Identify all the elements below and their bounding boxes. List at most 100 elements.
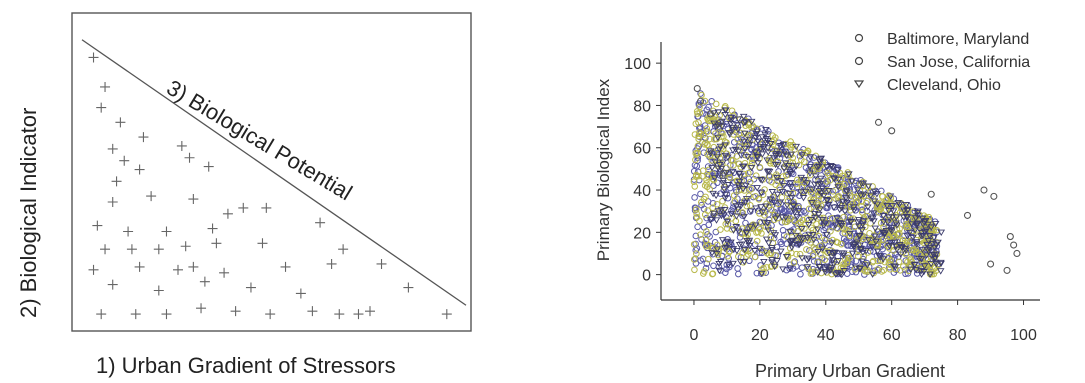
data-point xyxy=(703,106,711,114)
data-point xyxy=(850,186,858,193)
plus-marker xyxy=(111,176,122,187)
data-point xyxy=(923,241,931,249)
data-point xyxy=(919,221,927,228)
data-point xyxy=(768,189,777,196)
data-point xyxy=(715,267,724,275)
data-point xyxy=(879,219,888,226)
data-point xyxy=(786,179,795,187)
data-point xyxy=(718,160,726,168)
data-point xyxy=(768,245,776,252)
data-point xyxy=(821,269,830,276)
data-point xyxy=(758,125,765,132)
plus-marker xyxy=(115,117,126,128)
data-point xyxy=(917,229,926,237)
data-point xyxy=(760,269,767,276)
data-point xyxy=(785,228,794,236)
data-point xyxy=(779,141,788,149)
data-point xyxy=(803,264,812,271)
data-point xyxy=(920,263,929,270)
plus-marker xyxy=(96,309,107,320)
data-point xyxy=(734,208,742,216)
plus-marker xyxy=(365,306,375,317)
data-point xyxy=(907,257,914,264)
data-point xyxy=(798,152,807,159)
data-point xyxy=(810,257,818,265)
data-point xyxy=(694,113,702,120)
conceptual-plot-frame xyxy=(71,12,472,332)
data-point xyxy=(845,171,853,178)
data-point xyxy=(713,153,722,161)
plus-marker xyxy=(107,197,118,207)
x-tick-label: 100 xyxy=(1010,327,1037,344)
data-point xyxy=(1010,241,1018,249)
data-point xyxy=(871,225,880,232)
scatter-ticks: 0 20 40 60 80 100 0 20 40 60 80 100 xyxy=(624,56,1037,344)
data-point xyxy=(896,229,903,237)
data-point xyxy=(780,165,788,172)
data-point xyxy=(732,224,741,231)
data-point xyxy=(771,215,780,222)
data-point xyxy=(786,265,794,272)
data-point xyxy=(745,136,754,144)
data-point xyxy=(751,241,759,248)
data-point xyxy=(840,213,847,221)
data-point xyxy=(914,208,922,215)
data-point xyxy=(727,211,736,218)
data-point xyxy=(777,238,784,246)
data-point xyxy=(777,248,785,255)
data-point xyxy=(787,215,794,222)
legend-label: San Jose, California xyxy=(887,54,1030,71)
data-point xyxy=(696,217,703,225)
data-point xyxy=(850,241,859,248)
data-point xyxy=(696,129,703,136)
data-point xyxy=(855,223,863,230)
data-point xyxy=(706,135,713,143)
data-point xyxy=(884,219,892,226)
data-point xyxy=(739,212,746,219)
data-point xyxy=(690,256,698,263)
data-point xyxy=(748,155,756,163)
data-point xyxy=(764,149,773,156)
data-point xyxy=(691,194,698,201)
data-point xyxy=(739,209,746,216)
data-point xyxy=(803,180,812,187)
data-point xyxy=(846,232,854,240)
data-point xyxy=(709,270,716,278)
data-point xyxy=(810,181,819,188)
data-point xyxy=(855,217,863,224)
data-point xyxy=(805,255,813,263)
data-point xyxy=(857,192,865,200)
data-point xyxy=(714,165,723,172)
data-point xyxy=(895,201,904,208)
data-point xyxy=(721,195,729,202)
data-point xyxy=(751,253,759,261)
data-point xyxy=(701,140,708,148)
data-point xyxy=(823,197,832,205)
data-point xyxy=(779,266,787,273)
legend-marker xyxy=(854,56,864,66)
data-point xyxy=(911,227,919,234)
data-point xyxy=(817,202,825,210)
data-point xyxy=(806,155,813,162)
data-point xyxy=(726,174,734,181)
data-point xyxy=(747,118,756,126)
data-point xyxy=(717,212,726,220)
data-point xyxy=(892,214,901,221)
data-point xyxy=(745,141,754,149)
data-point xyxy=(816,264,824,271)
data-point xyxy=(703,260,711,267)
data-point xyxy=(730,162,737,169)
data-point xyxy=(886,193,895,200)
data-point xyxy=(848,250,857,257)
data-point xyxy=(782,253,791,261)
data-point xyxy=(794,228,801,235)
data-point xyxy=(751,149,759,156)
plus-marker xyxy=(123,226,134,237)
data-point xyxy=(830,204,838,211)
data-point xyxy=(754,138,762,145)
data-point xyxy=(879,256,887,263)
data-point xyxy=(717,226,724,233)
data-point xyxy=(891,265,899,273)
plus-marker xyxy=(257,238,268,249)
data-point xyxy=(760,219,769,226)
